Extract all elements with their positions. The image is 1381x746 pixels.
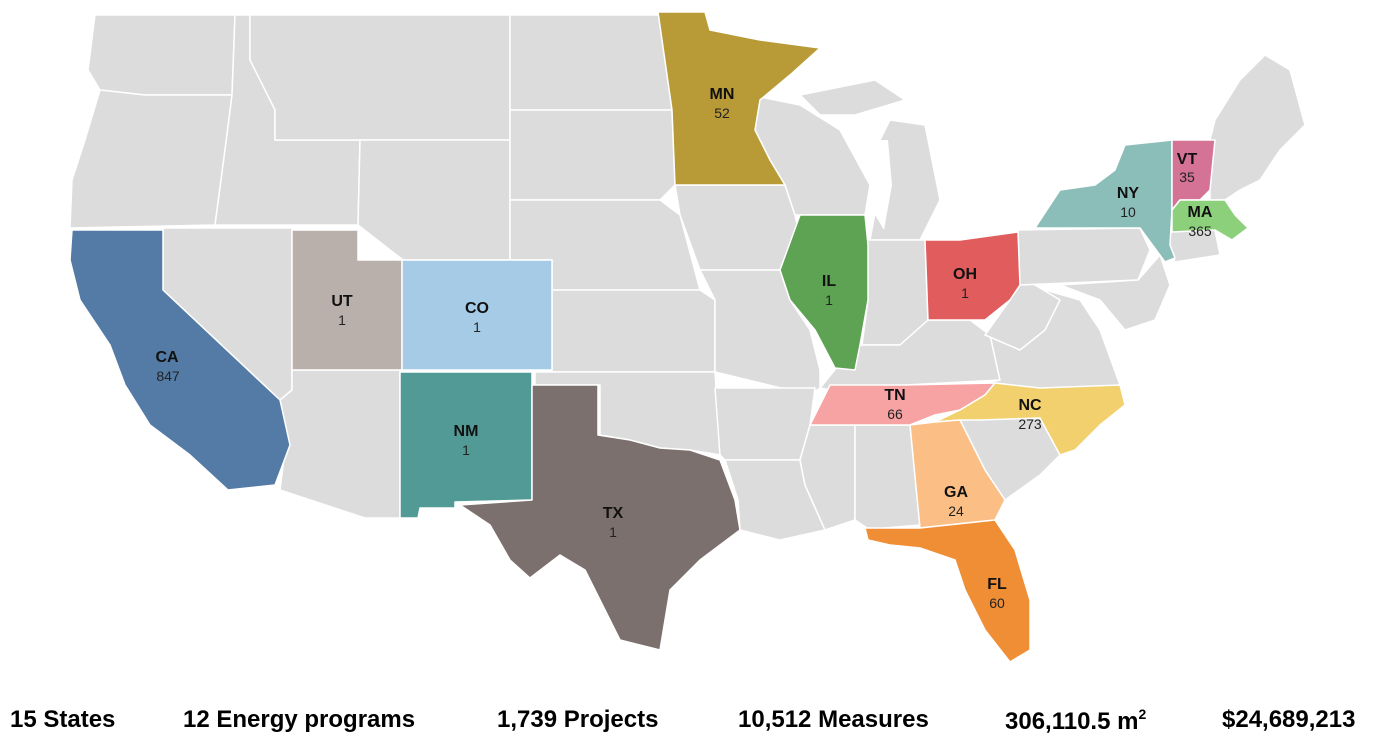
state-mn-abbr: MN (710, 86, 735, 103)
state-ar (714, 387, 816, 461)
state-ga-abbr: GA (944, 484, 968, 501)
state-oh-count: 1 (961, 285, 969, 301)
state-oh-shape (924, 231, 1021, 321)
state-vt-abbr: VT (1177, 151, 1198, 168)
label-tn: TN 66 (884, 387, 905, 422)
us-map-svg: CA 847 UT 1 CO 1 NM 1 TX 1 MN 52 IL 1 OH (69, 11, 1306, 663)
label-oh: OH 1 (953, 266, 977, 301)
state-tx-abbr: TX (603, 505, 624, 522)
state-ia (674, 184, 801, 271)
state-ca-count: 847 (156, 368, 180, 384)
stat-energy-programs: 12 Energy programs (183, 706, 416, 733)
state-pa (1017, 227, 1151, 286)
lake-erie (940, 200, 1050, 240)
state-ut-abbr: UT (331, 293, 353, 310)
stat-measures: 10,512 Measures (738, 706, 929, 733)
state-nm-abbr: NM (454, 423, 479, 440)
state-nc-abbr: NC (1018, 397, 1042, 414)
label-mn: MN 52 (710, 86, 735, 121)
state-ut-count: 1 (338, 312, 346, 328)
state-ks (551, 289, 716, 373)
label-ma: MA 365 (1188, 204, 1213, 239)
state-ma-shape (1171, 199, 1249, 241)
state-fl-count: 60 (989, 595, 1005, 611)
state-me-nh (1209, 54, 1306, 201)
label-ut: UT 1 (331, 293, 353, 328)
state-il-abbr: IL (822, 273, 836, 290)
state-or (69, 89, 233, 229)
state-fl-abbr: FL (987, 576, 1007, 593)
stat-area-value: 306,110.5 m (1005, 708, 1139, 735)
state-labels: CA 847 UT 1 CO 1 NM 1 TX 1 MN 52 IL 1 OH (155, 86, 1212, 611)
label-nc: NC 273 (1018, 397, 1042, 432)
label-ga: GA 24 (944, 484, 968, 519)
state-mn-shape (657, 11, 821, 186)
state-nm-count: 1 (462, 442, 470, 458)
label-vt: VT 35 (1177, 151, 1198, 185)
label-nm: NM 1 (454, 423, 479, 458)
state-tx-shape (459, 384, 741, 651)
stat-states: 15 States (10, 706, 116, 733)
label-fl: FL 60 (987, 576, 1007, 611)
state-wa (87, 14, 236, 96)
stat-area: 306,110.5 m2 (1005, 706, 1146, 736)
state-ma-abbr: MA (1188, 204, 1213, 221)
state-al (854, 424, 921, 531)
lake-michigan (872, 140, 892, 230)
base-states (69, 14, 1306, 541)
summary-stats-bar: 15 States 12 Energy programs 1,739 Proje… (0, 706, 1381, 746)
label-co: CO 1 (465, 300, 489, 335)
stat-projects: 1,739 Projects (497, 706, 659, 733)
state-oh-abbr: OH (953, 266, 977, 283)
state-tn-count: 66 (887, 406, 903, 422)
state-co-abbr: CO (465, 300, 489, 317)
state-wy (357, 139, 511, 261)
state-co-shape (401, 259, 553, 371)
state-il-shape (779, 214, 869, 371)
state-nc-shape (934, 382, 1126, 456)
state-az (279, 369, 401, 519)
state-sd (509, 109, 676, 201)
state-md-de-nj (1059, 254, 1171, 331)
state-ga-count: 24 (948, 503, 964, 519)
state-mt (249, 14, 511, 141)
state-ca-shape (69, 229, 291, 491)
state-tn-abbr: TN (884, 387, 905, 404)
state-nd (509, 14, 673, 111)
state-tn-shape (809, 382, 996, 426)
state-co-count: 1 (473, 319, 481, 335)
state-ca-abbr: CA (155, 349, 179, 366)
label-il: IL 1 (822, 273, 836, 308)
state-ma-count: 365 (1188, 223, 1212, 239)
label-ny: NY 10 (1117, 185, 1140, 220)
state-il-count: 1 (825, 292, 833, 308)
stat-cost: $24,689,213 (1222, 706, 1356, 733)
label-tx: TX 1 (603, 505, 624, 540)
highlighted-states (69, 11, 1249, 663)
great-lakes (872, 140, 1050, 240)
state-nc-count: 273 (1018, 416, 1042, 432)
state-vt-count: 35 (1179, 169, 1195, 185)
label-ca: CA 847 (155, 349, 179, 384)
state-ny-count: 10 (1120, 204, 1136, 220)
state-mn-count: 52 (714, 105, 730, 121)
state-ny-abbr: NY (1117, 185, 1140, 202)
state-fl-shape (864, 519, 1031, 663)
state-tx-count: 1 (609, 524, 617, 540)
stat-area-superscript: 2 (1138, 706, 1147, 722)
